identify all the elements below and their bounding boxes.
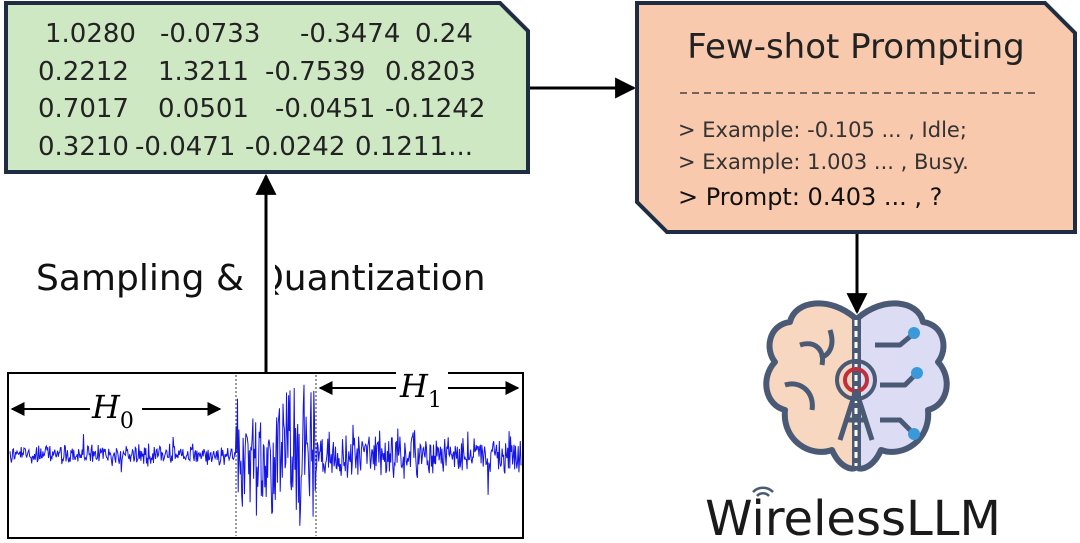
matrix-cell: 0.7017 (38, 94, 129, 124)
brain-icon (763, 300, 950, 472)
logo-text: WirelessLLM (705, 491, 1001, 543)
matrix-cell: -0.1242 (385, 94, 485, 124)
example-line: > Example: 1.003 ... , Busy. (678, 150, 969, 174)
matrix-cell: 0.3210 (38, 132, 129, 162)
symbol: H (399, 367, 429, 405)
matrix-cell: -0.7539 (265, 57, 365, 87)
matrix-cell: 0.2212 (38, 57, 129, 87)
matrix-cell: -0.0471 (135, 132, 235, 162)
waveform (9, 384, 522, 526)
matrix-box (4, 1, 530, 174)
matrix-cell: -0.0451 (275, 94, 375, 124)
label-bg (88, 388, 140, 428)
matrix-cell: 0.1211 (355, 132, 446, 162)
matrix-cell: 1.3211 (158, 57, 249, 87)
prompt-line: > Prompt: 0.403 ... , ? (678, 183, 942, 211)
label-bg (396, 368, 448, 408)
matrix-cell: 0.0501 (158, 94, 249, 124)
example-line: > Example: -0.105 ... , Idle; (678, 118, 967, 142)
matrix: 1.0280 -0.0733 -0.3474 0.24 0.2212 1.3211 -0.7… (38, 19, 485, 162)
prompting-box (635, 1, 1077, 234)
symbol: H (91, 388, 121, 426)
matrix-cell: 0.8203 (385, 57, 476, 87)
matrix-cell: .... (440, 132, 473, 162)
matrix-cell: -0.3474 (300, 19, 400, 49)
prompting-title: Few-shot Prompting (687, 27, 1024, 67)
h1-label: H1 (399, 367, 442, 413)
matrix-cell: -0.0242 (245, 132, 345, 162)
matrix-cell: 1.0280 (45, 19, 136, 49)
matrix-cell: -0.0733 (160, 19, 260, 49)
wifi-icon (752, 486, 774, 497)
subscript: 0 (120, 409, 134, 434)
subscript: 1 (428, 388, 442, 413)
matrix-cell: 0.24 (415, 19, 473, 49)
h0-label: H0 (91, 388, 134, 434)
